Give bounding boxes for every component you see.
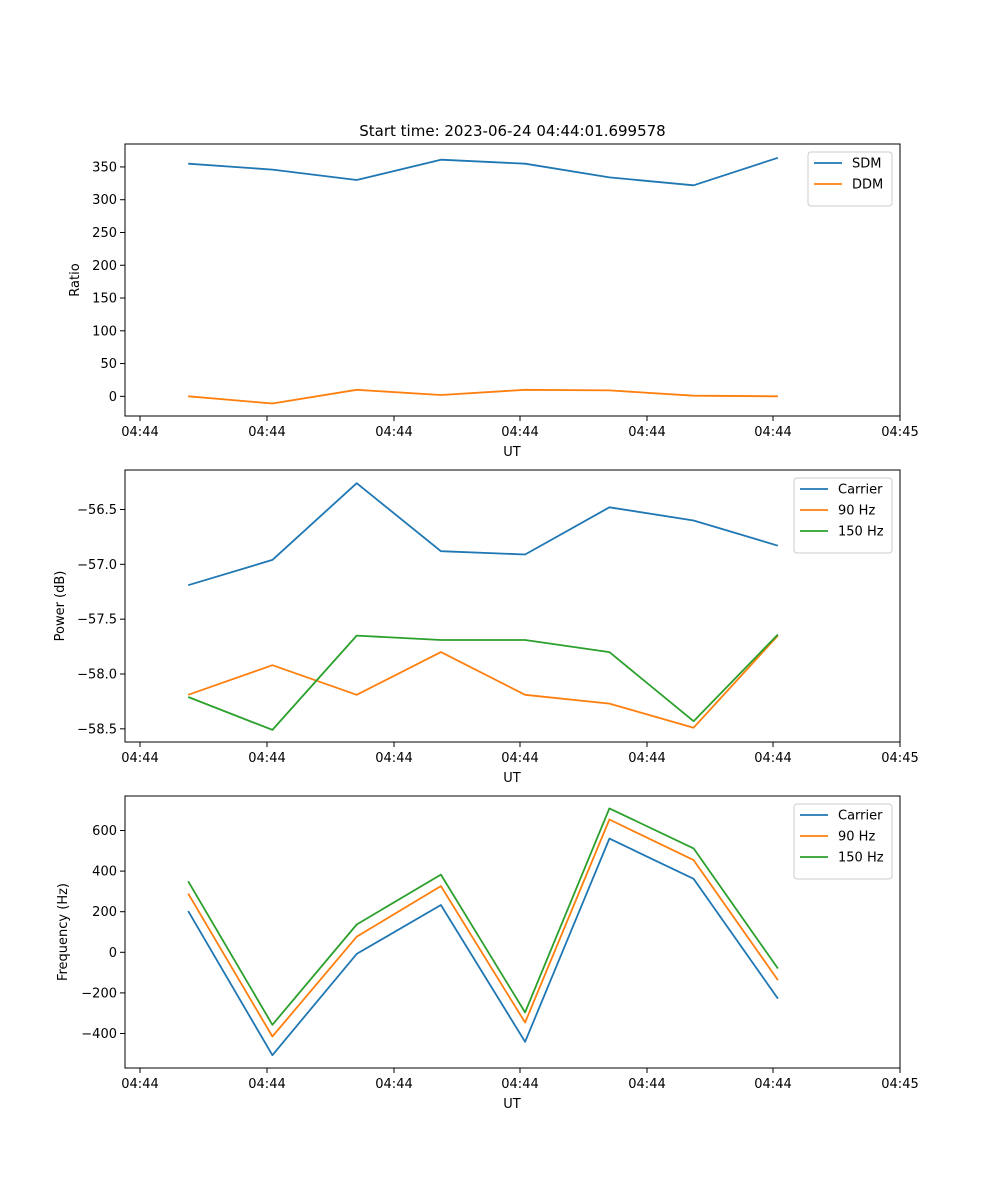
series-line-carrier xyxy=(187,837,779,1057)
chart-title: Start time: 2023-06-24 04:44:01.699578 xyxy=(359,122,665,140)
y-tick-label: 400 xyxy=(92,865,117,880)
y-tick-label: 150 xyxy=(92,292,117,307)
x-tick-label: 04:45 xyxy=(881,1077,918,1092)
series-line-150-hz xyxy=(187,807,779,1026)
y-tick-label: 0 xyxy=(109,946,117,961)
y-tick-label: −58.0 xyxy=(77,668,117,683)
x-tick-label: 04:44 xyxy=(501,425,538,440)
y-tick-label: −56.5 xyxy=(77,503,117,518)
legend-label: 150 Hz xyxy=(838,525,884,540)
series-line-carrier xyxy=(187,482,779,587)
x-tick-label: 04:44 xyxy=(248,751,285,766)
series-line-sdm xyxy=(188,156,779,187)
y-tick-label: −57.0 xyxy=(77,558,117,573)
legend-box xyxy=(793,803,893,880)
x-tick-label: 04:44 xyxy=(248,1077,285,1092)
axes-frame xyxy=(124,795,901,1069)
x-tick-label: 04:44 xyxy=(501,1077,538,1092)
x-tick-label: 04:44 xyxy=(754,1077,791,1092)
x-tick-label: 04:44 xyxy=(375,751,412,766)
legend-label: 90 Hz xyxy=(838,830,875,845)
y-tick-label: 50 xyxy=(100,357,117,372)
x-tick-label: 04:44 xyxy=(628,1077,665,1092)
y-tick-label: 100 xyxy=(92,324,117,339)
legend: Carrier 90 Hz 150 Hz xyxy=(793,803,893,880)
legend-box xyxy=(793,477,893,554)
panel-3: 04:44 04:44 04:44 04:44 04:44 04:44 04:45 −400 −… xyxy=(56,795,919,1112)
x-axis-label: UT xyxy=(503,1097,521,1112)
series-line-90-hz xyxy=(187,818,779,1038)
x-tick-label: 04:45 xyxy=(881,425,918,440)
panel-1: 04:44 04:44 04:44 04:44 04:44 04:44 04:45 0 50 10… xyxy=(68,122,919,460)
panel-2: 04:44 04:44 04:44 04:44 04:44 04:44 04:45 −58.5… xyxy=(53,469,919,786)
legend-label: 90 Hz xyxy=(838,504,875,519)
x-axis-label: UT xyxy=(503,771,521,786)
y-tick-label: 250 xyxy=(92,226,117,241)
y-tick-label: 0 xyxy=(109,390,117,405)
y-tick-label: −400 xyxy=(81,1027,117,1042)
legend-label: DDM xyxy=(852,178,883,193)
y-tick-label: 200 xyxy=(92,905,117,920)
y-tick-label: −57.5 xyxy=(77,613,117,628)
axes-frame xyxy=(124,143,901,417)
y-tick-label: 350 xyxy=(92,160,117,175)
axes-frame xyxy=(124,469,901,743)
x-tick-label: 04:44 xyxy=(754,751,791,766)
x-tick-label: 04:44 xyxy=(375,425,412,440)
x-tick-label: 04:44 xyxy=(121,425,158,440)
x-tick-label: 04:45 xyxy=(881,751,918,766)
y-tick-label: −58.5 xyxy=(77,722,117,737)
y-tick-label: −200 xyxy=(81,986,117,1001)
legend-label: Carrier xyxy=(838,809,883,824)
series-line-90-hz xyxy=(187,634,779,729)
legend: Carrier 90 Hz 150 Hz xyxy=(793,477,893,554)
legend-box xyxy=(807,151,893,207)
x-tick-label: 04:44 xyxy=(375,1077,412,1092)
x-tick-label: 04:44 xyxy=(754,425,791,440)
x-axis-label: UT xyxy=(503,445,521,460)
x-tick-label: 04:44 xyxy=(501,751,538,766)
legend-label: Carrier xyxy=(838,483,883,498)
legend-label: SDM xyxy=(852,157,881,172)
y-axis-label: Frequency (Hz) xyxy=(56,883,71,981)
y-tick-label: 300 xyxy=(92,193,117,208)
y-axis-label: Ratio xyxy=(68,263,83,296)
x-tick-label: 04:44 xyxy=(628,425,665,440)
x-tick-label: 04:44 xyxy=(121,751,158,766)
x-tick-label: 04:44 xyxy=(248,425,285,440)
y-tick-label: 200 xyxy=(92,259,117,274)
series-line-150-hz xyxy=(187,633,779,731)
series-line-ddm xyxy=(188,388,778,405)
y-tick-label: 600 xyxy=(92,824,117,839)
legend-label: 150 Hz xyxy=(838,851,884,866)
y-axis-label: Power (dB) xyxy=(53,571,68,642)
legend: SDM DDM xyxy=(807,151,893,207)
x-tick-label: 04:44 xyxy=(628,751,665,766)
x-tick-label: 04:44 xyxy=(121,1077,158,1092)
